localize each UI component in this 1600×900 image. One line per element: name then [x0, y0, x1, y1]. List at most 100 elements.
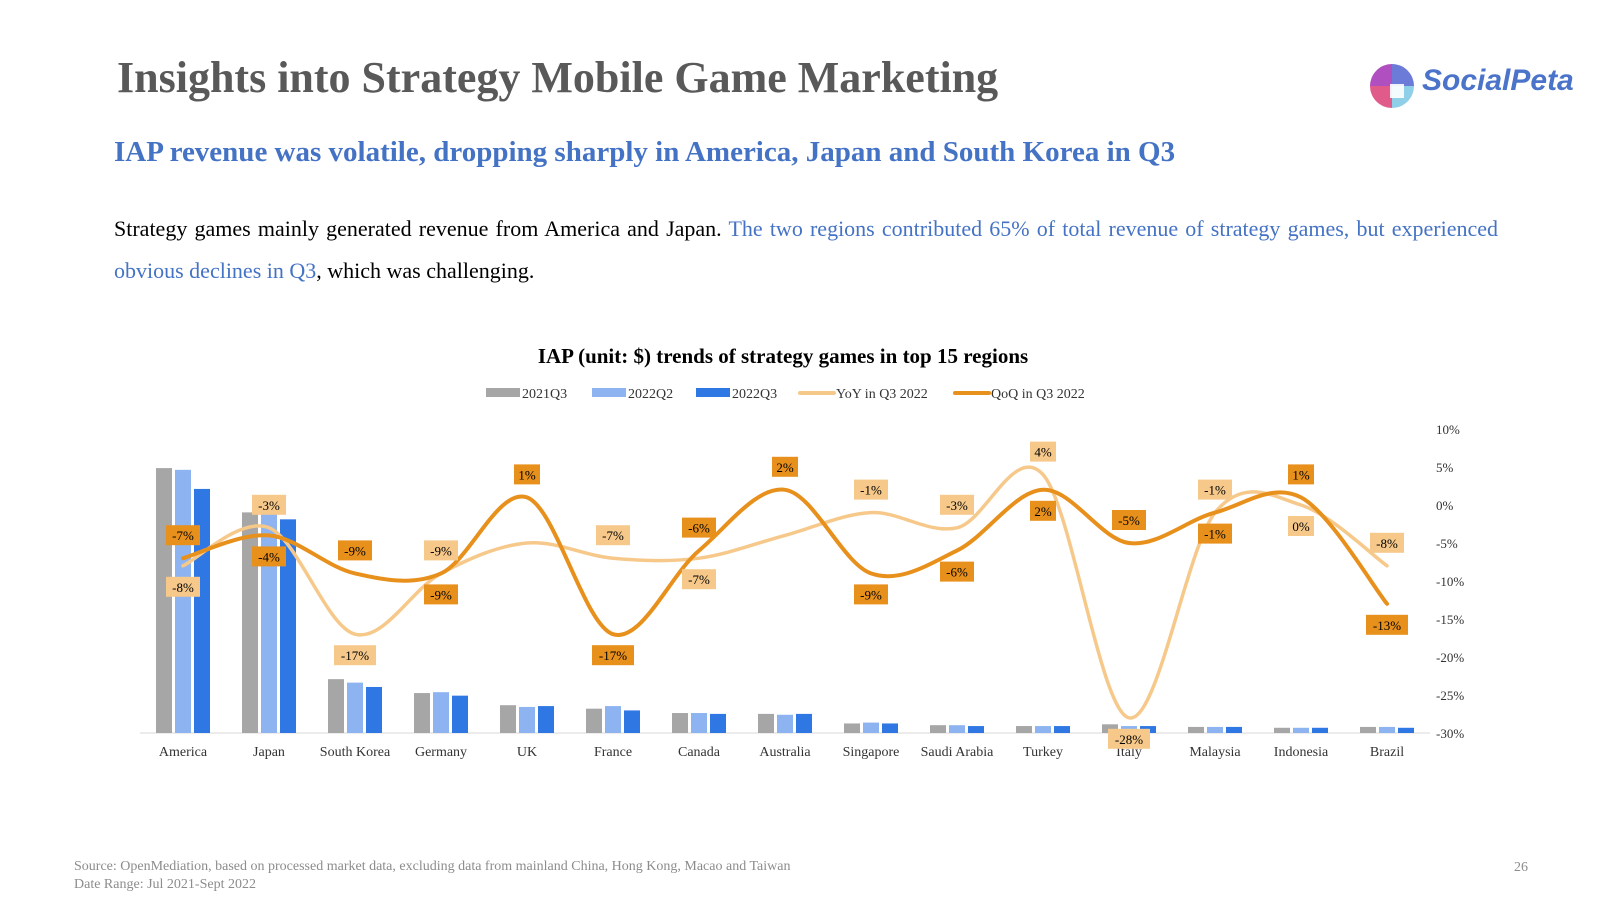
- data-label-bg-yoy-5: [596, 525, 630, 546]
- y-right-tick: -15%: [1436, 612, 1464, 627]
- date-range: Date Range: Jul 2021-Sept 2022: [74, 877, 256, 892]
- x-tick-label: Turkey: [1023, 745, 1063, 760]
- bar-2022q2-2: [347, 682, 363, 733]
- bar-2022q2-8: [863, 722, 879, 733]
- data-label-qoq-11: -5%: [1118, 513, 1140, 528]
- chart-container: IAP (unit: $) trends of strategy games i…: [140, 330, 1476, 830]
- data-label-bg-yoy-8: [854, 479, 888, 500]
- data-label-bg-yoy-14: [1370, 532, 1404, 553]
- page-title: Insights into Strategy Mobile Game Marke…: [117, 53, 999, 102]
- data-label-qoq-0: -7%: [172, 528, 194, 543]
- data-label-bg-yoy-12: [1198, 479, 1232, 500]
- data-label-yoy-14: -8%: [1376, 536, 1398, 551]
- y-right-tick: -10%: [1436, 574, 1464, 589]
- bar-2022q2-10: [1035, 726, 1051, 733]
- bar-2021q3-13: [1274, 727, 1290, 733]
- data-label-yoy-8: -1%: [860, 483, 882, 498]
- data-label-bg-qoq-8: [854, 584, 888, 605]
- data-label-bg-qoq-1: [252, 546, 286, 567]
- data-label-bg-qoq-14: [1366, 614, 1408, 635]
- description-part-1: Strategy games mainly generated revenue …: [114, 216, 729, 241]
- line-qoq: [181, 487, 1389, 637]
- legend-swatch-1: [486, 388, 520, 397]
- bar-2021q3-14: [1360, 726, 1376, 733]
- data-label-bg-qoq-5: [592, 645, 634, 666]
- bar-2022q3-5: [624, 710, 640, 733]
- data-label-bg-yoy-6: [682, 569, 716, 590]
- data-label-qoq-8: -9%: [860, 587, 882, 602]
- socialpeta-logo: SocialPeta: [1368, 62, 1574, 110]
- data-label-bg-qoq-7: [772, 456, 798, 477]
- bar-2022q3-8: [882, 723, 898, 733]
- data-label-yoy-10: 4%: [1034, 445, 1052, 460]
- logo-text: SocialPeta: [1422, 64, 1574, 97]
- bar-2021q3-2: [328, 679, 344, 733]
- bar-2022q2-12: [1207, 726, 1223, 733]
- data-label-bg-qoq-2: [338, 540, 372, 561]
- bar-2022q2-0: [175, 469, 191, 733]
- line-yoy: [181, 465, 1389, 720]
- bar-2022q2-7: [777, 714, 793, 733]
- bar-2022q2-6: [691, 713, 707, 733]
- bar-2022q2-3: [433, 692, 449, 733]
- data-label-yoy-5: -7%: [602, 528, 624, 543]
- data-label-yoy-2: -17%: [341, 648, 369, 663]
- x-tick-label: Saudi Arabia: [921, 745, 994, 760]
- subtitle: IAP revenue was volatile, dropping sharp…: [114, 136, 1176, 168]
- data-label-qoq-6: -6%: [688, 521, 710, 536]
- bar-2022q3-12: [1226, 726, 1242, 733]
- bar-2022q3-6: [710, 713, 726, 733]
- y-right-tick: 10%: [1436, 422, 1460, 437]
- data-label-qoq-10: 2%: [1034, 504, 1052, 519]
- data-label-bg-qoq-3: [424, 584, 458, 605]
- bar-2022q3-13: [1312, 727, 1328, 733]
- source-note: Source: OpenMediation, based on processe…: [74, 859, 791, 874]
- bar-2021q3-11: [1102, 724, 1118, 733]
- bar-2022q3-14: [1398, 727, 1414, 733]
- bar-2021q3-0: [156, 468, 172, 733]
- legend-label-3: 2022Q3: [732, 387, 777, 402]
- data-label-qoq-7: 2%: [776, 460, 794, 475]
- data-label-qoq-3: -9%: [430, 587, 452, 602]
- bar-2022q3-1: [280, 519, 296, 733]
- data-label-yoy-1: -3%: [258, 498, 280, 513]
- x-tick-label: Australia: [759, 745, 811, 760]
- bar-2021q3-10: [1016, 726, 1032, 733]
- x-tick-label: Singapore: [843, 745, 900, 760]
- data-label-bg-yoy-9: [940, 494, 974, 515]
- data-label-bg-qoq-0: [166, 525, 200, 546]
- logo-mark-icon: [1370, 64, 1414, 108]
- data-label-qoq-13: 1%: [1292, 467, 1310, 482]
- x-tick-label: South Korea: [320, 745, 391, 760]
- data-label-qoq-14: -13%: [1373, 618, 1401, 633]
- data-label-bg-yoy-11: [1108, 728, 1150, 749]
- bar-2022q2-13: [1293, 727, 1309, 733]
- data-label-bg-yoy-0: [166, 576, 200, 597]
- legend-swatch-2: [592, 388, 626, 397]
- data-label-yoy-6: -7%: [688, 572, 710, 587]
- y-right-tick: -5%: [1436, 536, 1458, 551]
- data-label-bg-qoq-13: [1288, 464, 1314, 485]
- data-label-qoq-2: -9%: [344, 543, 366, 558]
- bar-2021q3-4: [500, 705, 516, 733]
- bar-2022q2-9: [949, 725, 965, 733]
- bar-2022q3-7: [796, 713, 812, 733]
- bar-2021q3-1: [242, 512, 258, 733]
- data-label-bg-qoq-6: [682, 517, 716, 538]
- legend-label-5: QoQ in Q3 2022: [991, 387, 1085, 402]
- data-label-yoy-11: -28%: [1115, 732, 1143, 747]
- data-label-bg-qoq-10: [1030, 500, 1056, 521]
- data-label-yoy-3: -9%: [430, 543, 452, 558]
- x-tick-label: Canada: [678, 745, 721, 760]
- bar-2021q3-9: [930, 725, 946, 733]
- x-tick-label: Indonesia: [1274, 745, 1329, 760]
- bar-2022q3-10: [1054, 726, 1070, 733]
- data-label-qoq-4: 1%: [518, 467, 536, 482]
- y-right-tick: 5%: [1436, 460, 1454, 475]
- data-label-bg-yoy-13: [1288, 516, 1314, 536]
- x-tick-label: America: [159, 745, 208, 760]
- x-tick-label: Brazil: [1370, 745, 1404, 760]
- y-right-tick: -30%: [1436, 726, 1464, 741]
- bar-2021q3-5: [586, 708, 602, 733]
- data-label-bg-qoq-12: [1198, 523, 1232, 544]
